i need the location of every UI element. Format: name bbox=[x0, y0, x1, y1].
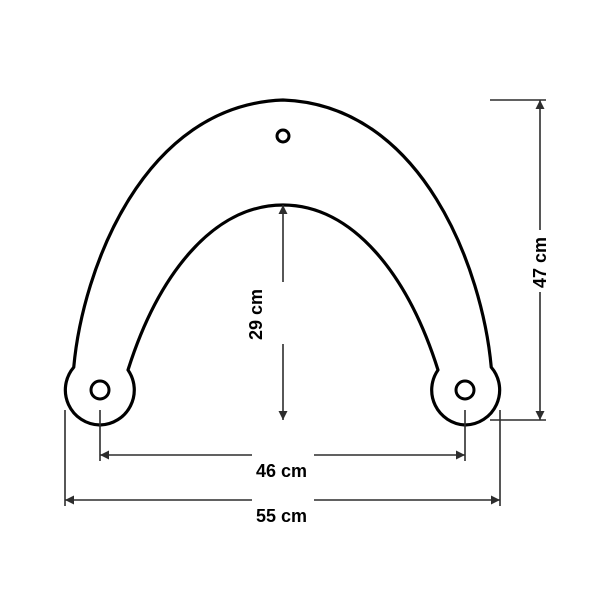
dim-inner-width-label: 46 cm bbox=[256, 461, 307, 482]
dim-overall-height-label: 47 cm bbox=[530, 237, 551, 288]
hole-right bbox=[456, 381, 474, 399]
arrowhead bbox=[491, 496, 500, 505]
arrowhead bbox=[65, 496, 74, 505]
label-bg-inner-h bbox=[271, 282, 295, 344]
arrowhead bbox=[536, 411, 545, 420]
arrowhead bbox=[456, 451, 465, 460]
hole-left bbox=[91, 381, 109, 399]
arrowhead bbox=[279, 411, 288, 420]
hole-top bbox=[277, 130, 289, 142]
dim-overall-width-label: 55 cm bbox=[256, 506, 307, 527]
arrowhead bbox=[100, 451, 109, 460]
dim-inner-height-label: 29 cm bbox=[246, 289, 267, 340]
arrowhead bbox=[536, 100, 545, 109]
